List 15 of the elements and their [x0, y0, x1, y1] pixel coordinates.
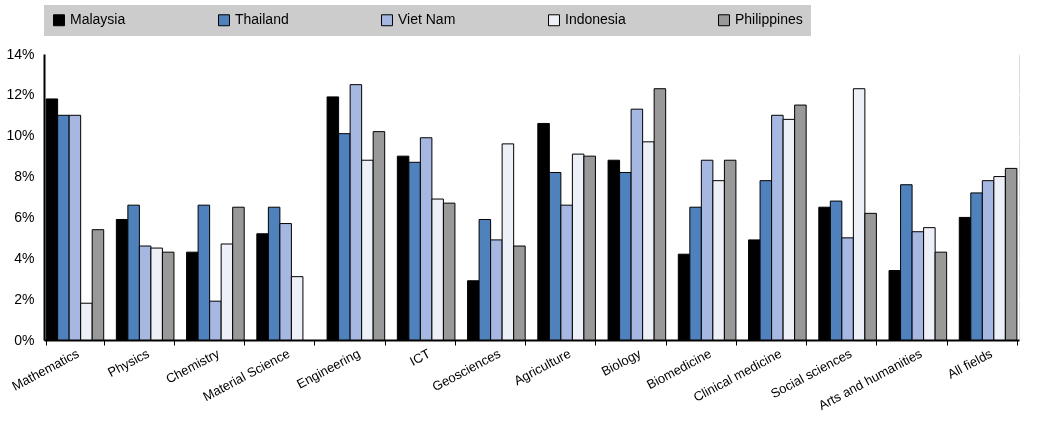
- y-tick-label: 4%: [14, 249, 35, 266]
- y-tick-label: 2%: [14, 290, 35, 307]
- y-tick-label: 10%: [6, 127, 35, 144]
- x-tick-label: ICT: [407, 345, 433, 369]
- legend-label: Viet Nam: [398, 11, 456, 28]
- legend-label: Thailand: [235, 11, 289, 28]
- legend-label: Malaysia: [70, 11, 126, 28]
- legend-label: Philippines: [735, 11, 803, 28]
- y-tick-label: 8%: [14, 168, 35, 185]
- x-tick-label: All fields: [944, 345, 996, 382]
- y-tick-label: 0%: [14, 331, 35, 348]
- legend-label: Indonesia: [565, 11, 626, 28]
- y-tick-label: 14%: [6, 45, 35, 62]
- y-tick-label: 12%: [6, 86, 35, 103]
- y-tick-label: 6%: [14, 208, 35, 225]
